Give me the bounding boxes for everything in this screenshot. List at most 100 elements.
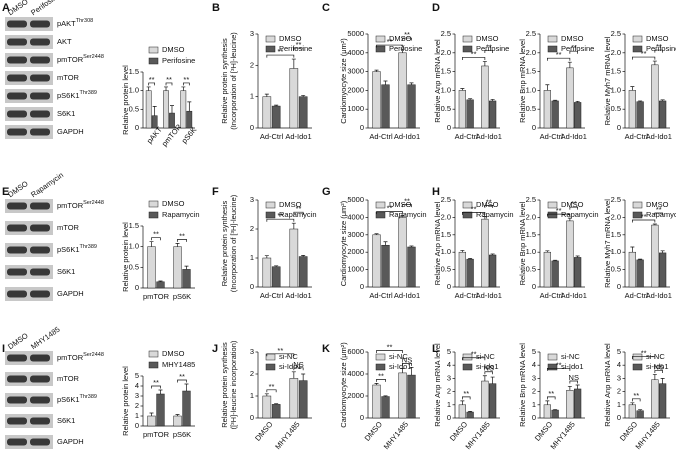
y-tick-label: 0 [250, 282, 254, 291]
blot-label-main: GAPDH [57, 437, 84, 446]
y-axis-label: Relative protein synthesis [220, 342, 229, 428]
blot-label-main: GAPDH [57, 127, 84, 136]
y-tick-label: 1 [250, 92, 254, 101]
lane-label: MHY1485 [29, 325, 61, 352]
legend-label: si-NC [279, 352, 298, 361]
blot-label-main: pS6K1 [57, 91, 80, 100]
blot-label-sup: Thr389 [80, 90, 97, 96]
blot-band [30, 246, 50, 254]
blot-band [7, 417, 27, 425]
y-tick-label: 2 [532, 387, 536, 396]
bracket [376, 379, 386, 382]
blot-label-main: S6K1 [57, 416, 75, 425]
error-bar [264, 393, 269, 396]
blot-band [7, 268, 27, 276]
bar [628, 404, 636, 419]
y-axis-label: Relative Anp mRNA level [433, 39, 442, 123]
y-tick-label: 1 [532, 400, 536, 409]
blot-band [7, 396, 27, 404]
y-tick-label: 0 [447, 413, 451, 422]
y-tick-label: 1000 [347, 265, 364, 274]
blot-band [7, 110, 27, 118]
legend-swatch [462, 211, 473, 219]
bracket [376, 350, 403, 353]
bar [489, 254, 497, 288]
legend-label: Perifosine [561, 44, 594, 53]
error-bar [575, 384, 580, 389]
y-tick-label: 4 [447, 360, 451, 369]
y-tick-label: 2.0 [441, 48, 451, 57]
blot-label: S6K1 [57, 267, 75, 276]
bar [372, 71, 381, 129]
error-bar [575, 100, 580, 103]
legend-label: Perifosine [389, 44, 422, 53]
y-tick-label: 2 [617, 387, 621, 396]
error-bar [274, 403, 279, 405]
y-tick-label: 4 [617, 360, 621, 369]
y-tick-label: 2.5 [526, 195, 536, 204]
legend-swatch [148, 361, 159, 369]
bar [651, 224, 659, 288]
bar [163, 90, 169, 129]
legend-label: si-Ido1 [646, 362, 669, 371]
blot-label: S6K1 [57, 109, 75, 118]
legend-swatch [632, 363, 643, 371]
x-tick-label: Ad-Ctrl [369, 132, 393, 141]
blot-label: GAPDH [57, 289, 84, 298]
blot-label: pmTORSer2448 [57, 352, 104, 362]
legend-label: si-Ido1 [561, 362, 584, 371]
significance-label: ** [296, 204, 302, 213]
y-tick-label: 1.0 [526, 247, 536, 256]
error-bar [553, 259, 558, 261]
legend-swatch [265, 353, 276, 361]
y-tick-label: 0 [532, 413, 536, 422]
y-tick-label: 1 [447, 400, 451, 409]
y-axis-label: Relative Myh7 mRNA level [603, 36, 612, 125]
error-bar [652, 374, 657, 380]
bar [289, 68, 299, 129]
significance-label: ** [153, 378, 159, 387]
blot-label: pS6K1Thr389 [57, 394, 97, 404]
bar [173, 246, 182, 289]
y-tick-label: 1.5 [526, 67, 536, 76]
y-tick-label: 3 [250, 29, 254, 38]
bar [481, 380, 489, 419]
blot-band [7, 202, 27, 210]
error-bar [490, 253, 495, 255]
bar [466, 411, 474, 419]
bar [466, 258, 474, 288]
y-tick-label: 0 [250, 413, 254, 422]
blot-label-main: mTOR [57, 73, 80, 82]
error-bar [184, 383, 189, 391]
bracket [266, 218, 295, 222]
legend-label: Perifosine [646, 44, 676, 53]
y-tick-label: 2000 [347, 391, 364, 400]
bracket [376, 44, 403, 48]
significance-label: ** [166, 75, 172, 84]
significance-label: ** [556, 360, 562, 369]
y-tick-label: 0 [532, 123, 536, 132]
bar [458, 90, 466, 129]
y-tick-label: 1.5 [441, 230, 451, 239]
bracket [484, 371, 493, 375]
blot-label: pmTORSer2448 [57, 200, 104, 210]
error-bar [630, 246, 635, 253]
error-bar [184, 265, 189, 270]
y-tick-label: 1.5 [129, 221, 139, 230]
error-bar [567, 385, 572, 391]
blot-band [7, 290, 27, 298]
blot-label-main: GAPDH [57, 289, 84, 298]
legend-swatch [462, 35, 473, 43]
blot-band [7, 128, 27, 136]
significance-label: ** [471, 350, 477, 359]
legend-swatch [148, 211, 159, 219]
x-tick-label: Ad-Ctrl [455, 291, 479, 300]
legend-label: DMSO [279, 200, 302, 209]
legend-label: Rapamycin [561, 210, 599, 219]
blot-label-main: pmTOR [57, 353, 84, 362]
bracket [376, 211, 403, 215]
panel-letter: G [322, 186, 331, 198]
legend-label: Rapamycin [162, 210, 200, 219]
y-tick-label: 0 [617, 123, 621, 132]
error-bar [409, 367, 414, 376]
